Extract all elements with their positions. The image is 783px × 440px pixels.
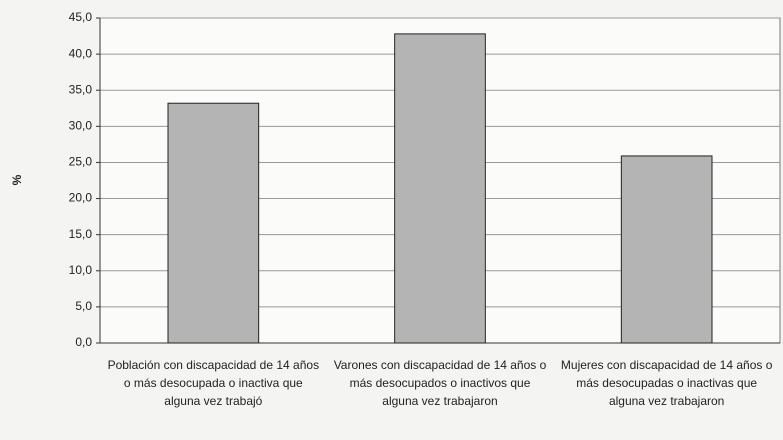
y-tick-label: 40,0 <box>69 46 93 60</box>
y-tick-label: 25,0 <box>69 155 93 169</box>
y-tick-label: 35,0 <box>69 82 93 96</box>
y-tick-label: 20,0 <box>69 191 93 205</box>
y-tick-label: 5,0 <box>75 299 92 313</box>
y-tick-label: 30,0 <box>69 119 93 133</box>
y-tick-label: 45,0 <box>69 10 93 24</box>
x-tick-label: Mujeres con discapacidad de 14 años o má… <box>560 358 773 408</box>
bar <box>167 102 260 344</box>
y-axis-label: % <box>10 174 24 185</box>
y-tick-label: 0,0 <box>75 335 92 349</box>
y-tick-label: 10,0 <box>69 263 93 277</box>
x-tick-label: Varones con discapacidad de 14 años o má… <box>333 358 547 408</box>
y-tick-label: 15,0 <box>69 227 93 241</box>
x-tick-label: Población con discapacidad de 14 años o … <box>107 358 320 408</box>
bar <box>620 155 713 344</box>
bar <box>394 33 486 344</box>
